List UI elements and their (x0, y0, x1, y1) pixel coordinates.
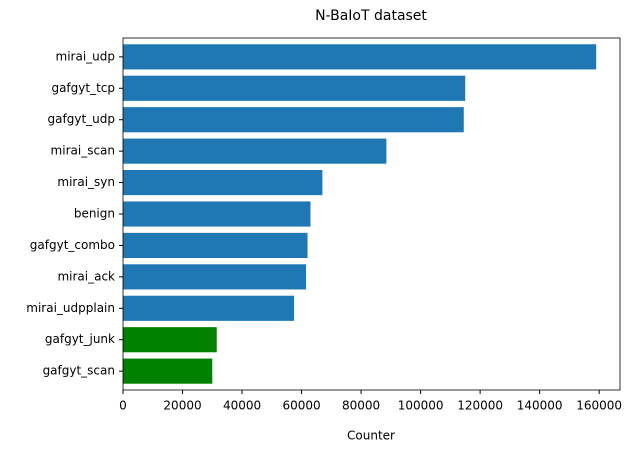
bar (123, 201, 311, 227)
x-tick-label: 100000 (398, 399, 444, 413)
y-tick-label: benign (74, 207, 115, 221)
x-tick-label: 0 (119, 399, 127, 413)
x-tick-label: 160000 (576, 399, 622, 413)
y-tick-label: gafgyt_tcp (51, 81, 115, 95)
bar (123, 295, 295, 321)
y-tick-label: mirai_udpplain (26, 301, 115, 315)
bar (123, 44, 597, 70)
bar (123, 107, 464, 133)
x-tick-label: 60000 (282, 399, 320, 413)
y-tick-label: gafgyt_scan (43, 364, 115, 378)
y-tick-label: mirai_udp (56, 49, 115, 63)
chart-title: N-BaIoT dataset (315, 8, 427, 24)
x-tick-label: 20000 (163, 399, 201, 413)
x-tick-label: 40000 (223, 399, 261, 413)
bar (123, 327, 217, 353)
y-tick-label: mirai_scan (51, 144, 115, 158)
y-tick-label: gafgyt_junk (45, 332, 115, 346)
plot-frame (122, 37, 621, 391)
bar (123, 75, 466, 101)
y-tick-label: mirai_syn (57, 175, 115, 189)
x-tick-label: 120000 (457, 399, 503, 413)
y-tick-label: gafgyt_combo (30, 238, 115, 252)
bar (123, 138, 387, 164)
x-tick-label: 140000 (517, 399, 563, 413)
y-tick-label: gafgyt_udp (48, 112, 115, 126)
x-tick-label: 80000 (342, 399, 380, 413)
bar (123, 358, 213, 384)
x-axis-label: Counter (347, 429, 395, 443)
y-tick-label: mirai_ack (57, 269, 115, 283)
bar (123, 232, 308, 258)
bar (123, 264, 307, 290)
bar (123, 170, 323, 196)
